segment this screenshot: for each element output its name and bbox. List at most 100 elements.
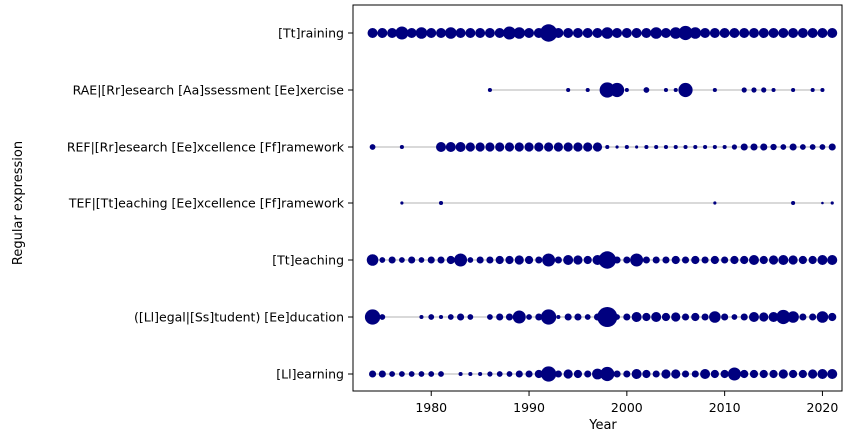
data-point	[681, 313, 690, 321]
data-point	[624, 144, 629, 150]
data-point	[514, 142, 524, 152]
data-point	[467, 257, 474, 263]
data-point	[526, 314, 532, 320]
plot-frame	[352, 4, 843, 392]
data-point	[654, 144, 659, 150]
data-point	[487, 371, 493, 377]
y-axis-label: Regular expression	[11, 141, 26, 265]
data-point	[759, 255, 768, 265]
data-point	[524, 142, 534, 152]
data-point	[566, 87, 571, 93]
data-point	[731, 144, 738, 150]
data-point	[418, 257, 425, 263]
data-point	[367, 27, 378, 39]
y-tick-label: RAE|[Rr]esearch [Aa]ssessment [Ee]xercis…	[73, 83, 345, 98]
y-tick-label: [Tt]raining	[278, 26, 344, 41]
y-tick-label: [Tt]eaching	[272, 253, 344, 268]
data-point	[427, 256, 435, 264]
data-point	[515, 370, 523, 378]
data-point	[574, 313, 582, 321]
data-point	[364, 309, 381, 325]
data-point	[513, 27, 526, 39]
data-point	[623, 370, 631, 378]
data-point	[750, 143, 758, 151]
data-point	[496, 371, 503, 377]
data-point	[447, 314, 454, 320]
data-point	[710, 255, 719, 265]
data-point	[502, 26, 516, 40]
data-point	[623, 313, 631, 321]
data-point	[612, 27, 623, 39]
data-point	[748, 311, 760, 323]
data-point	[788, 369, 798, 379]
data-point	[563, 254, 574, 266]
data-point	[435, 27, 447, 39]
data-point	[438, 200, 444, 206]
data-point	[661, 312, 671, 322]
data-point	[475, 142, 485, 152]
data-point	[514, 255, 524, 265]
data-point	[759, 369, 768, 379]
data-point	[505, 313, 514, 321]
data-point	[592, 142, 603, 152]
data-point	[768, 27, 779, 39]
data-point	[663, 87, 669, 93]
data-point	[749, 369, 759, 379]
data-point	[788, 27, 799, 39]
data-point	[727, 367, 741, 381]
data-point	[487, 87, 492, 93]
data-point	[379, 314, 386, 320]
data-point	[740, 313, 748, 321]
data-point	[776, 309, 791, 325]
data-point	[598, 251, 616, 269]
y-tick-label: TEF|[Tt]eaching [Ee]xcellence [Ff]ramewo…	[68, 196, 345, 211]
data-point	[495, 142, 505, 152]
x-tick-label: 2000	[611, 400, 643, 415]
data-point	[712, 87, 717, 93]
data-point	[693, 144, 698, 150]
data-point	[799, 144, 806, 150]
data-point	[681, 370, 690, 378]
data-point	[583, 255, 592, 265]
data-point	[438, 314, 444, 320]
data-point	[408, 371, 415, 377]
data-point	[395, 26, 409, 40]
data-point	[524, 255, 534, 265]
data-point	[369, 144, 376, 150]
data-point	[428, 314, 435, 320]
data-point	[573, 255, 583, 265]
data-point	[731, 314, 738, 320]
data-point	[827, 368, 838, 380]
data-point	[465, 142, 475, 152]
data-point	[467, 314, 474, 320]
data-point	[748, 27, 760, 39]
data-point	[748, 254, 760, 266]
data-point	[512, 310, 526, 324]
data-point	[809, 313, 817, 321]
data-point	[539, 24, 558, 42]
data-point	[701, 256, 709, 264]
data-point	[712, 144, 717, 150]
data-point	[817, 27, 828, 39]
data-point	[542, 253, 556, 267]
data-point	[663, 144, 669, 150]
data-point	[771, 87, 776, 93]
data-point	[428, 371, 435, 377]
data-point	[572, 27, 583, 39]
data-point	[605, 144, 610, 150]
data-point	[789, 143, 797, 151]
data-point	[563, 142, 573, 152]
data-point	[730, 255, 739, 265]
data-point	[621, 27, 632, 39]
data-point	[809, 144, 816, 150]
data-point	[613, 256, 621, 264]
data-point	[701, 313, 709, 321]
data-point	[437, 256, 445, 264]
y-tick-label: REF|[Rr]esearch [Ee]xcellence [Ff]ramewo…	[67, 140, 345, 155]
data-point	[827, 254, 838, 266]
y-tick-label: [Ll]earning	[276, 367, 344, 382]
data-point	[465, 27, 476, 39]
data-point	[455, 27, 466, 39]
data-point	[487, 314, 493, 320]
data-point	[691, 370, 699, 378]
